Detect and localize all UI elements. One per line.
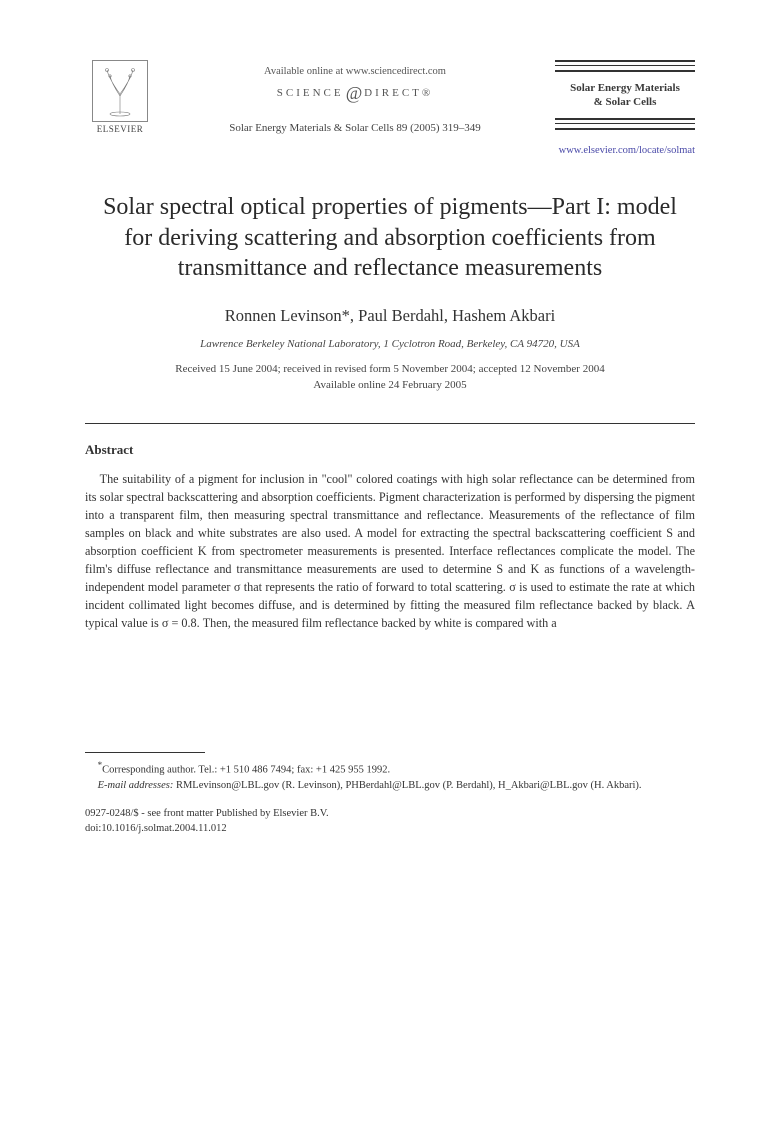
header-row: ELSEVIER Available online at www.science… xyxy=(85,60,695,134)
article-dates: Received 15 June 2004; received in revis… xyxy=(85,362,695,393)
header-center: Available online at www.sciencedirect.co… xyxy=(155,60,555,134)
sd-at-icon: @ xyxy=(344,83,365,103)
copyright-line: 0927-0248/$ - see front matter Published… xyxy=(85,807,695,822)
journal-box: Solar Energy Materials & Solar Cells xyxy=(555,60,695,132)
bottom-block: 0927-0248/$ - see front matter Published… xyxy=(85,807,695,836)
journal-name: Solar Energy Materials & Solar Cells xyxy=(555,74,695,118)
article-title: Solar spectral optical properties of pig… xyxy=(85,192,695,284)
sd-left: SCIENCE xyxy=(277,87,344,99)
abstract-rule xyxy=(85,423,695,424)
corresponding-text: Corresponding author. Tel.: +1 510 486 7… xyxy=(102,765,390,776)
publisher-block: ELSEVIER xyxy=(85,60,155,134)
affiliation: Lawrence Berkeley National Laboratory, 1… xyxy=(85,338,695,350)
abstract-body: The suitability of a pigment for inclusi… xyxy=(85,470,695,632)
elsevier-tree-icon xyxy=(92,60,148,122)
email-line: E-mail addresses: RMLevinson@LBL.gov (R.… xyxy=(85,779,695,794)
journal-url-row: www.elsevier.com/locate/solmat xyxy=(85,140,695,158)
authors-line: Ronnen Levinson*, Paul Berdahl, Hashem A… xyxy=(85,306,695,326)
journal-name-line2: & Solar Cells xyxy=(594,96,657,108)
footnote-rule xyxy=(85,752,205,753)
sd-right: DIRECT® xyxy=(364,87,433,99)
journal-box-bottom-rules xyxy=(555,118,695,130)
dates-received: Received 15 June 2004; received in revis… xyxy=(175,363,604,375)
abstract-heading: Abstract xyxy=(85,442,695,458)
available-online-text: Available online at www.sciencedirect.co… xyxy=(155,66,555,77)
journal-name-line1: Solar Energy Materials xyxy=(570,82,680,94)
email-addresses: RMLevinson@LBL.gov (R. Levinson), PHBerd… xyxy=(176,780,642,791)
sciencedirect-logo: SCIENCE@DIRECT® xyxy=(155,83,555,104)
corresponding-author: *Corresponding author. Tel.: +1 510 486 … xyxy=(85,759,695,778)
dates-online: Available online 24 February 2005 xyxy=(313,379,466,391)
journal-box-top-rules xyxy=(555,60,695,72)
footnotes: *Corresponding author. Tel.: +1 510 486 … xyxy=(85,759,695,793)
email-label: E-mail addresses: xyxy=(98,780,174,791)
doi-line: doi:10.1016/j.solmat.2004.11.012 xyxy=(85,822,695,837)
publisher-name: ELSEVIER xyxy=(97,124,144,134)
journal-reference: Solar Energy Materials & Solar Cells 89 … xyxy=(155,122,555,134)
journal-url[interactable]: www.elsevier.com/locate/solmat xyxy=(559,145,695,156)
